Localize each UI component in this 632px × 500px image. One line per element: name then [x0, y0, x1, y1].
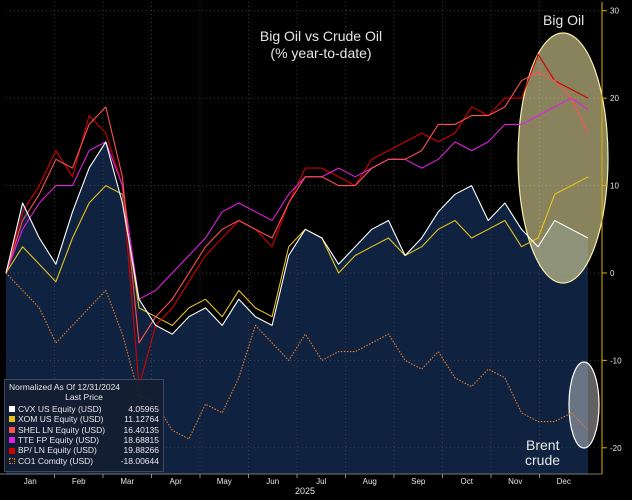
- y-tick-label: 20: [610, 94, 619, 103]
- ellipse-layer: [517, 32, 609, 449]
- legend-series-name: XOM US Equity (USD): [18, 414, 104, 425]
- series-line-cvx: [5, 141, 589, 335]
- x-tick-label: Jul: [316, 477, 326, 486]
- legend-series-last-price: 16.40135: [123, 424, 159, 435]
- x-tick-label: Feb: [72, 477, 86, 486]
- y-tick-label: -20: [610, 444, 622, 453]
- legend-subheader: Last Price: [65, 392, 103, 403]
- legend-entry: CO1 Comdty (USD) -18.00644: [9, 456, 159, 466]
- x-axis-label: 2025: [295, 486, 315, 496]
- annotation-crude: crude: [525, 452, 561, 468]
- series-line-shel: [5, 71, 589, 344]
- legend-series-name: CVX US Equity (USD): [18, 403, 102, 414]
- legend-swatch: [9, 416, 15, 423]
- legend-swatch: [9, 458, 15, 465]
- highlight-ellipse-brent: [568, 361, 600, 449]
- x-tick-label: Jan: [24, 477, 37, 486]
- x-tick-label: Jun: [266, 477, 279, 486]
- legend-swatch: [9, 406, 15, 413]
- legend-entry: CVX US Equity (USD) 4.05965: [9, 404, 159, 414]
- legend-header: Normalized As Of 12/31/2024: [9, 382, 121, 392]
- legend-series-last-price: 11.12764: [124, 414, 159, 425]
- x-tick-label: Mar: [120, 477, 134, 486]
- legend-swatch: [9, 426, 15, 433]
- legend-series-name: CO1 Comdty (USD): [18, 455, 94, 466]
- x-tick-label: Apr: [170, 477, 183, 486]
- axis-layer: 30 20 10 0 -10 -20 Jan Feb Mar Apr May Jun Jul Aug Sep…: [0, 2, 622, 486]
- legend-rows: CVX US Equity (USD) 4.05965 XOM US Equity …: [9, 404, 159, 466]
- y-tick-label: -10: [610, 356, 622, 365]
- legend-series-last-price: -18.00644: [120, 455, 159, 466]
- y-tick-label: 0: [610, 269, 615, 278]
- legend-swatch: [9, 437, 15, 444]
- legend-swatch: [9, 447, 15, 454]
- legend-series-name: TTE FP Equity (USD): [18, 435, 100, 446]
- highlight-ellipse-big-oil: [517, 32, 609, 284]
- annotation-big-oil: Big Oil: [543, 12, 585, 28]
- x-tick-label: Oct: [461, 477, 474, 486]
- legend-series-last-price: 18.68815: [123, 435, 159, 446]
- legend-entry: SHEL LN Equity (USD) 16.40135: [9, 425, 159, 435]
- x-tick-label: Nov: [508, 477, 522, 486]
- legend-series-last-price: 19.88266: [123, 445, 159, 456]
- y-tick-label: 30: [610, 7, 619, 16]
- legend-series-name: BP/ LN Equity (USD): [18, 445, 97, 456]
- x-tick-label: Sep: [411, 477, 426, 486]
- chart-title: Big Oil vs Crude Oil: [259, 28, 383, 44]
- legend-entry: BP/ LN Equity (USD) 19.88266: [9, 445, 159, 455]
- chart-subtitle: (% year-to-date): [270, 45, 372, 61]
- series-line-co1: [5, 272, 589, 440]
- series-line-xom: [5, 176, 589, 326]
- series-line-tte: [5, 97, 589, 300]
- x-tick-label: May: [217, 477, 232, 486]
- y-tick-label: 10: [610, 182, 619, 191]
- annotation-brent: Brent: [526, 437, 560, 453]
- legend-entry: XOM US Equity (USD) 11.12764: [9, 414, 159, 424]
- legend-entry: TTE FP Equity (USD) 18.68815: [9, 435, 159, 445]
- chart-title-block: Big Oil vs Crude Oil (% year-to-date): [246, 28, 396, 62]
- x-tick-label: Aug: [363, 477, 377, 486]
- legend: Normalized As Of 12/31/2024 Last Price C…: [4, 379, 164, 472]
- legend-series-name: SHEL LN Equity (USD): [18, 424, 106, 435]
- series-layer: [5, 53, 589, 440]
- x-tick-label: Dec: [557, 477, 571, 486]
- legend-series-last-price: 4.05965: [128, 403, 159, 414]
